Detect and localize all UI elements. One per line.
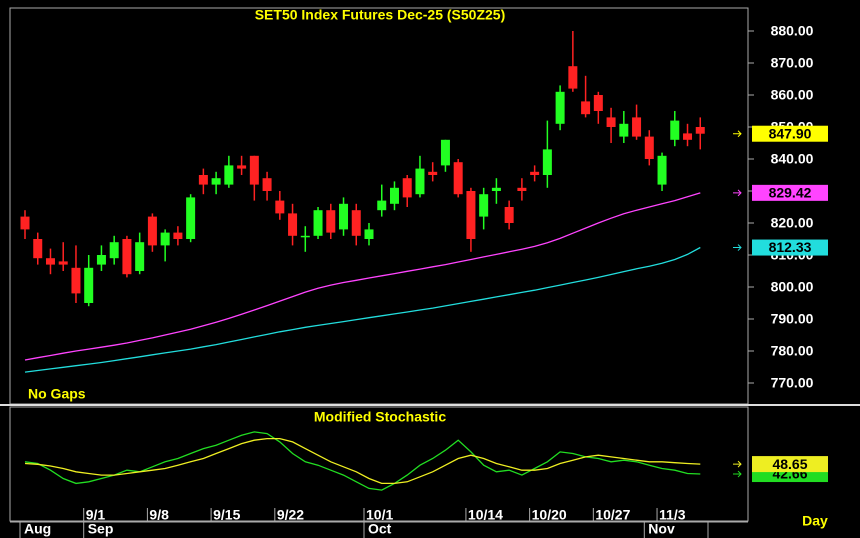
- candle-body: [173, 232, 183, 239]
- candle-body: [377, 200, 387, 211]
- candle-body: [45, 258, 55, 265]
- candle-body: [428, 171, 438, 175]
- y-tick-label: 860.00: [771, 87, 814, 103]
- candle-body: [364, 229, 374, 239]
- y-tick-label: 870.00: [771, 55, 814, 71]
- candle-body: [453, 162, 463, 195]
- month-label: Nov: [648, 521, 675, 537]
- candle-body: [262, 178, 272, 191]
- candle-body: [33, 239, 43, 259]
- candle-body: [504, 207, 514, 223]
- candle-body: [517, 187, 527, 191]
- x-tick-label: 10/20: [532, 507, 567, 523]
- last-arrow: [733, 130, 742, 138]
- last-value-box: [752, 184, 828, 201]
- month-label: Sep: [88, 521, 114, 537]
- x-tick-label: 9/1: [86, 507, 106, 523]
- candle-body: [402, 178, 412, 198]
- candle-body: [581, 101, 591, 115]
- candle-body: [288, 213, 298, 236]
- candle-body: [211, 178, 221, 185]
- last-price-box: [752, 125, 828, 142]
- candle-body: [440, 139, 450, 166]
- candle-body: [479, 194, 489, 217]
- x-tick-label: 11/3: [659, 507, 686, 523]
- stochastic-panel: [9, 406, 749, 522]
- y-tick-label: 780.00: [771, 343, 814, 359]
- candle-body: [351, 210, 361, 236]
- candle-body: [313, 210, 323, 236]
- candle-body: [147, 216, 157, 246]
- candle-body: [224, 165, 234, 185]
- y-tick-label: 790.00: [771, 311, 814, 327]
- x-tick-label: 10/27: [595, 507, 630, 523]
- x-unit: Day: [802, 513, 828, 529]
- candle-body: [644, 136, 654, 159]
- candle-body: [249, 155, 259, 185]
- candle-body: [300, 235, 310, 238]
- y-tick-label: 820.00: [771, 215, 814, 231]
- candle-body: [58, 261, 68, 265]
- month-label: Oct: [368, 521, 392, 537]
- candle-body: [568, 66, 578, 89]
- candle-body: [542, 149, 552, 175]
- candle-body: [96, 255, 106, 265]
- candle-body: [160, 232, 170, 246]
- candle-body: [606, 117, 616, 127]
- y-tick-label: 880.00: [771, 23, 814, 39]
- candle-body: [389, 187, 399, 204]
- candle-body: [326, 210, 336, 233]
- candle-body: [186, 197, 196, 239]
- last-value-box: [752, 456, 828, 473]
- last-arrow: [733, 244, 742, 251]
- candle-body: [198, 175, 208, 185]
- x-tick-label: 9/15: [213, 507, 240, 523]
- series-line: [24, 437, 701, 485]
- candle-body: [619, 123, 629, 137]
- last-arrow: [733, 460, 742, 468]
- candle-body: [466, 191, 476, 239]
- candle-body: [237, 165, 247, 169]
- candle-body: [20, 216, 30, 230]
- last-value-label: 829.42: [769, 185, 812, 201]
- candle-body: [84, 267, 94, 303]
- last-value-label: 48.65: [772, 456, 807, 472]
- last-price-label: 847.90: [769, 125, 812, 141]
- no-gaps-note: No Gaps: [28, 386, 86, 402]
- last-arrow: [733, 189, 742, 197]
- x-tick-label: 9/8: [149, 507, 169, 523]
- y-tick-label: 840.00: [771, 151, 814, 167]
- candle-body: [657, 155, 667, 185]
- candle-body: [683, 133, 693, 140]
- candle-body: [71, 267, 81, 294]
- last-value-box: [752, 239, 828, 256]
- candle-body: [555, 91, 565, 124]
- candle-body: [109, 242, 119, 259]
- series-line: [24, 192, 701, 361]
- last-arrow: [733, 470, 742, 478]
- y-tick-label: 770.00: [771, 375, 814, 391]
- candle-body: [593, 95, 603, 111]
- candle-body: [632, 117, 642, 137]
- y-tick-label: 800.00: [771, 279, 814, 295]
- candle-body: [695, 127, 705, 134]
- series-line: [24, 246, 701, 373]
- candle-body: [122, 239, 132, 275]
- candle-body: [491, 187, 501, 191]
- x-tick-label: 9/22: [277, 507, 304, 523]
- month-label: Aug: [24, 521, 51, 537]
- candle-body: [530, 171, 540, 175]
- x-tick-label: 10/14: [468, 507, 503, 523]
- candle-body: [135, 242, 145, 271]
- candle-body: [415, 168, 425, 195]
- candle-body: [275, 200, 285, 214]
- last-value-label: 812.33: [769, 239, 812, 255]
- stochastic-title: Modified Stochastic: [314, 409, 446, 425]
- chart-title: SET50 Index Futures Dec-25 (S50Z25): [255, 7, 506, 23]
- candle-body: [670, 120, 680, 140]
- candle-body: [339, 203, 349, 230]
- x-tick-label: 10/1: [366, 507, 393, 523]
